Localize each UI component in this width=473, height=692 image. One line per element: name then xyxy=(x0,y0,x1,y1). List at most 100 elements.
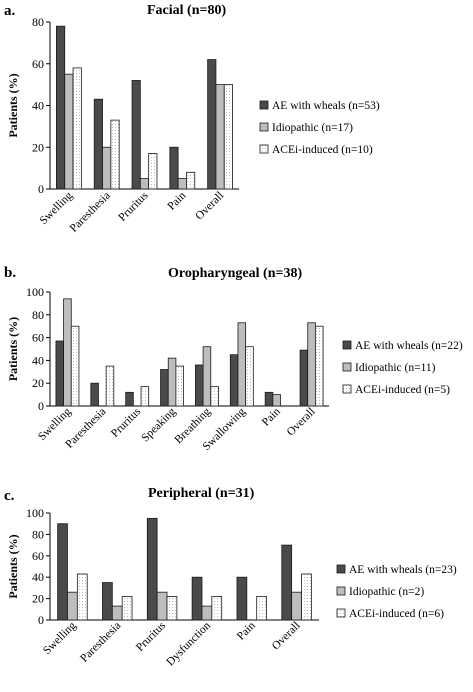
legend-entry: AE with wheals (n=23) xyxy=(349,564,457,576)
legend-swatch xyxy=(259,122,269,132)
legend-swatch xyxy=(336,586,346,596)
bar xyxy=(299,349,309,407)
panel-letter: b. xyxy=(4,265,16,281)
bar xyxy=(191,576,203,621)
bar xyxy=(201,605,213,621)
bar xyxy=(177,178,187,190)
legend-swatch xyxy=(342,362,352,372)
bar xyxy=(229,354,239,407)
x-tick-label: Overall xyxy=(270,620,303,653)
legend-swatch xyxy=(336,564,346,574)
y-tick-label: 20 xyxy=(32,592,44,606)
legend-entry: AE with wheals (n=53) xyxy=(272,100,380,112)
y-tick-label: 40 xyxy=(32,99,44,113)
legend-swatch xyxy=(259,144,269,154)
chart-panel-3: c. Peripheral (n=31) Patients (%) 0 20 40 60 80… xyxy=(4,486,457,668)
bar xyxy=(90,382,99,407)
bar xyxy=(264,391,274,407)
legend-entry: Idiopathic (n=11) xyxy=(355,362,436,374)
y-tick-label: 60 xyxy=(32,57,44,71)
bar xyxy=(63,298,72,407)
bar xyxy=(195,364,204,407)
y-tick-label: 0 xyxy=(38,182,44,196)
x-tick-label: Paresthesia xyxy=(78,620,123,665)
bar xyxy=(207,59,217,190)
bar xyxy=(102,146,112,190)
panel-letter: c. xyxy=(4,488,15,504)
bar xyxy=(146,517,158,621)
bar xyxy=(210,386,219,407)
legend-entry: AE with wheals (n=22) xyxy=(355,340,463,352)
legend-swatch xyxy=(342,340,352,350)
bar xyxy=(223,84,233,190)
x-tick-label: Swelling xyxy=(41,619,79,657)
y-tick-label: 20 xyxy=(32,376,44,390)
bar xyxy=(301,573,312,621)
bar xyxy=(256,596,267,621)
x-tick-label: Pain xyxy=(260,405,283,428)
bar xyxy=(55,340,65,407)
bar xyxy=(125,391,134,407)
bar xyxy=(64,73,74,190)
y-tick-label: 40 xyxy=(32,570,44,584)
bar xyxy=(272,394,281,407)
bar xyxy=(167,357,177,407)
legend-entry: Idiopathic (n=17) xyxy=(272,122,353,134)
legend-swatch xyxy=(342,384,352,394)
bar xyxy=(121,596,133,621)
bar xyxy=(245,346,254,407)
bar xyxy=(140,386,150,407)
legend-entry: ACEi-induced (n=10) xyxy=(272,144,373,156)
legend-entry: ACEi-induced (n=5) xyxy=(355,384,450,396)
bar xyxy=(72,67,82,190)
bar xyxy=(215,84,225,190)
panel-letter: a. xyxy=(4,3,16,19)
y-tick-label: 80 xyxy=(32,527,44,541)
chart-panel-1: a. Facial (n=80)Patients (%)020406080Swel… xyxy=(4,3,380,235)
chart-title: Oropharyngeal (n=38) xyxy=(168,266,302,281)
bar xyxy=(131,80,141,190)
bar xyxy=(211,596,223,621)
legend-swatch xyxy=(336,608,346,618)
legend-entry: ACEi-induced (n=6) xyxy=(349,608,444,620)
bar xyxy=(175,365,184,407)
y-tick-label: 40 xyxy=(32,353,44,367)
bar xyxy=(160,369,169,407)
bar xyxy=(105,365,115,407)
y-tick-label: 100 xyxy=(26,285,44,299)
y-tick-label: 60 xyxy=(32,331,44,345)
bar xyxy=(148,153,158,190)
x-tick-label: Paresthesia xyxy=(68,190,113,235)
x-tick-label: Overall xyxy=(193,190,226,223)
bar xyxy=(156,591,168,621)
y-tick-label: 20 xyxy=(32,140,44,154)
x-tick-label: Pruritus xyxy=(134,619,169,654)
legend-swatch xyxy=(259,100,269,110)
y-tick-label: 0 xyxy=(38,613,44,627)
chart-panel-2: b. Oropharyngeal (n=38) Patients (%) 0 20 40 6… xyxy=(4,265,463,453)
bar xyxy=(139,178,150,190)
bar xyxy=(102,582,113,621)
x-tick-label: Pruritus xyxy=(109,405,144,440)
bar xyxy=(70,325,80,407)
bar xyxy=(281,544,293,621)
bar xyxy=(93,98,103,190)
y-tick-label: 100 xyxy=(26,506,44,520)
x-tick-label: Pain xyxy=(165,189,188,212)
bar xyxy=(169,146,179,190)
legend-entry: Idiopathic (n=2) xyxy=(349,586,424,598)
x-tick-label: Overall xyxy=(285,406,318,439)
y-tick-label: 80 xyxy=(32,15,44,29)
y-tick-label: 0 xyxy=(38,399,44,413)
bar xyxy=(291,591,302,621)
bar xyxy=(166,596,178,621)
x-tick-label: Pruritus xyxy=(116,189,151,224)
bar xyxy=(202,346,212,407)
bar xyxy=(57,523,68,621)
bar xyxy=(56,25,66,190)
bar xyxy=(307,322,316,407)
chart-title: Peripheral (n=31) xyxy=(148,486,255,501)
bar xyxy=(76,573,88,621)
bar xyxy=(111,605,123,621)
